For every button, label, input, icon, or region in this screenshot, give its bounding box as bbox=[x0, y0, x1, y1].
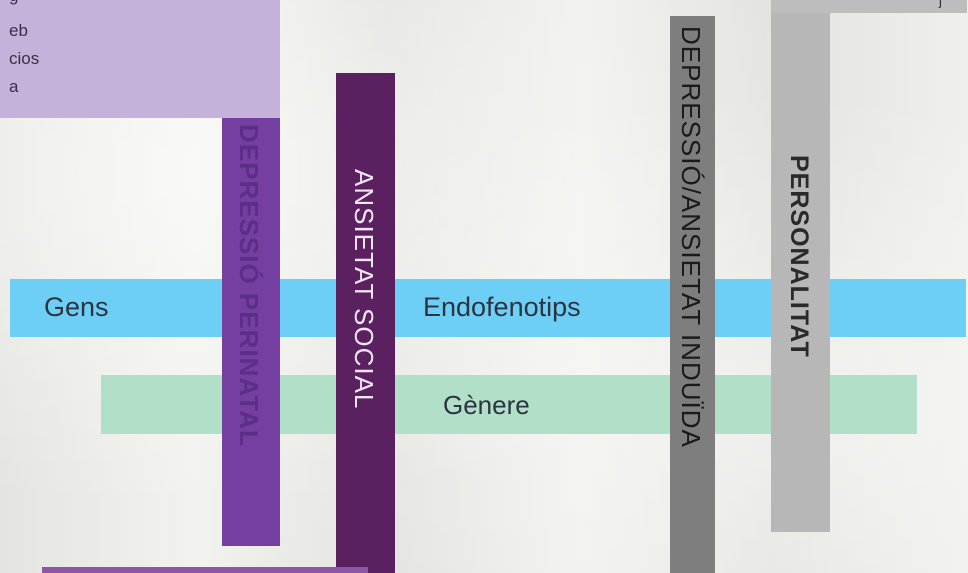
endofenotips-label: Endofenotips bbox=[423, 292, 581, 322]
genere-label: Gènere bbox=[443, 390, 530, 420]
ansietat-social-label: ANSIETAT SOCIAL bbox=[349, 169, 379, 410]
top-right-cap-text: j bbox=[938, 0, 942, 8]
depressio-perinatal-bar: DEPRESSIÓ PERINATAL bbox=[222, 118, 280, 546]
top-right-cap: j bbox=[771, 0, 967, 13]
personalitat-label: PERSONALITAT bbox=[785, 155, 813, 358]
personalitat-bar: PERSONALITAT bbox=[771, 13, 830, 532]
info-panel-line-2: eb bbox=[9, 21, 28, 40]
bottom-purple-strip bbox=[42, 567, 368, 573]
info-panel-top-left: g eb cios a bbox=[0, 0, 280, 118]
depressio-ansietat-induida-bar: DEPRESSIÓ/ANSIETAT INDUÏDA bbox=[670, 16, 715, 573]
info-panel-line-4: a bbox=[9, 77, 19, 96]
depressio-ansietat-induida-label: DEPRESSIÓ/ANSIETAT INDUÏDA bbox=[676, 26, 706, 448]
depressio-perinatal-label: DEPRESSIÓ PERINATAL bbox=[234, 124, 264, 447]
info-panel-line-1: g bbox=[9, 0, 18, 6]
gens-label: Gens bbox=[44, 292, 109, 322]
ansietat-social-bar: ANSIETAT SOCIAL bbox=[336, 73, 395, 573]
info-panel-line-3: cios bbox=[9, 49, 40, 68]
